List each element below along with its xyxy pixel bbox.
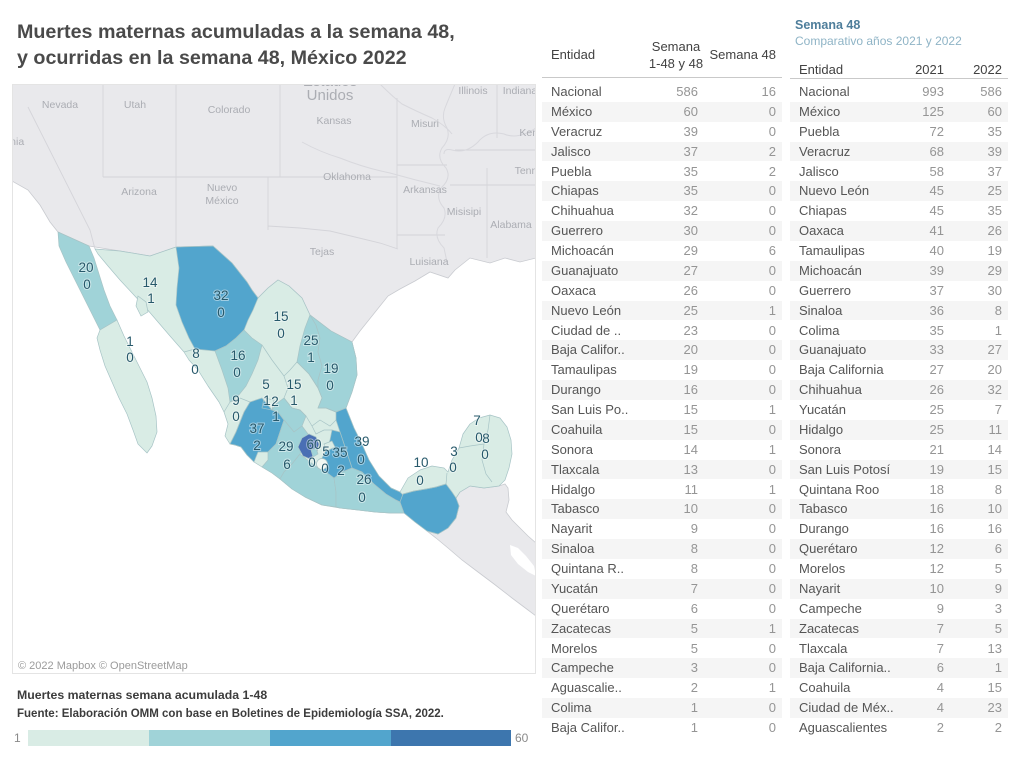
svg-text:32: 32 xyxy=(213,288,228,303)
svg-text:Misuri: Misuri xyxy=(411,118,439,130)
svg-text:0: 0 xyxy=(481,447,489,462)
svg-text:Kansas: Kansas xyxy=(316,115,351,127)
svg-text:0: 0 xyxy=(308,455,316,470)
svg-text:Arkansas: Arkansas xyxy=(403,184,447,196)
svg-text:0: 0 xyxy=(475,430,483,445)
svg-text:0: 0 xyxy=(449,460,457,475)
svg-text:Tennessee: Tennessee xyxy=(515,165,536,177)
svg-text:1: 1 xyxy=(290,393,298,408)
svg-text:5: 5 xyxy=(262,377,270,392)
svg-text:0: 0 xyxy=(233,365,241,380)
svg-text:15: 15 xyxy=(273,309,288,324)
svg-text:Utah: Utah xyxy=(124,99,146,111)
svg-text:25: 25 xyxy=(303,333,318,348)
svg-text:2: 2 xyxy=(253,438,261,453)
svg-text:Colorado: Colorado xyxy=(208,104,251,116)
svg-text:6: 6 xyxy=(283,457,291,472)
svg-text:19: 19 xyxy=(323,361,338,376)
svg-text:2: 2 xyxy=(337,463,345,478)
svg-text:16: 16 xyxy=(230,348,245,363)
svg-text:37: 37 xyxy=(249,421,264,436)
svg-text:Estados: Estados xyxy=(303,84,357,90)
svg-text:1: 1 xyxy=(307,350,315,365)
svg-text:7: 7 xyxy=(473,413,481,428)
svg-text:8: 8 xyxy=(482,431,490,446)
svg-text:Luisiana: Luisiana xyxy=(409,256,448,268)
svg-text:1: 1 xyxy=(126,334,134,349)
svg-text:Unidos: Unidos xyxy=(307,87,354,104)
svg-text:10: 10 xyxy=(413,455,428,470)
svg-text:5: 5 xyxy=(322,444,330,459)
svg-text:26: 26 xyxy=(356,472,371,487)
svg-text:15: 15 xyxy=(286,377,301,392)
svg-text:0: 0 xyxy=(326,378,334,393)
svg-text:35: 35 xyxy=(332,445,347,460)
svg-text:0: 0 xyxy=(126,350,134,365)
svg-text:60: 60 xyxy=(306,437,321,452)
svg-text:0: 0 xyxy=(416,473,424,488)
svg-text:México: México xyxy=(205,195,238,207)
svg-text:Oklahoma: Oklahoma xyxy=(323,171,371,183)
svg-text:Illinois: Illinois xyxy=(458,85,487,97)
svg-text:Tejas: Tejas xyxy=(310,246,335,258)
svg-text:0: 0 xyxy=(232,409,240,424)
svg-text:Nevada: Nevada xyxy=(42,99,78,111)
svg-text:0: 0 xyxy=(83,277,91,292)
svg-text:2: 2 xyxy=(271,394,279,409)
svg-text:9: 9 xyxy=(232,393,240,408)
svg-text:20: 20 xyxy=(78,260,93,275)
svg-text:Indiana: Indiana xyxy=(503,85,536,97)
svg-text:Nuevo: Nuevo xyxy=(207,182,238,194)
svg-text:0: 0 xyxy=(321,461,329,476)
svg-text:39: 39 xyxy=(354,434,369,449)
svg-text:29: 29 xyxy=(278,439,293,454)
svg-text:1: 1 xyxy=(272,409,280,424)
svg-text:0: 0 xyxy=(358,490,366,505)
svg-text:8: 8 xyxy=(192,346,200,361)
svg-text:California: California xyxy=(12,136,24,148)
svg-text:0: 0 xyxy=(277,326,285,341)
svg-text:Alabama: Alabama xyxy=(490,219,532,231)
svg-text:0: 0 xyxy=(191,362,199,377)
svg-text:0: 0 xyxy=(217,305,225,320)
svg-text:Kentucky: Kentucky xyxy=(519,127,536,139)
svg-text:1: 1 xyxy=(147,291,155,306)
svg-text:Misisipi: Misisipi xyxy=(447,206,481,218)
svg-text:0: 0 xyxy=(357,452,365,467)
svg-text:1: 1 xyxy=(263,393,271,408)
svg-text:14: 14 xyxy=(142,275,158,290)
svg-text:Arizona: Arizona xyxy=(121,186,157,198)
svg-text:3: 3 xyxy=(450,444,458,459)
